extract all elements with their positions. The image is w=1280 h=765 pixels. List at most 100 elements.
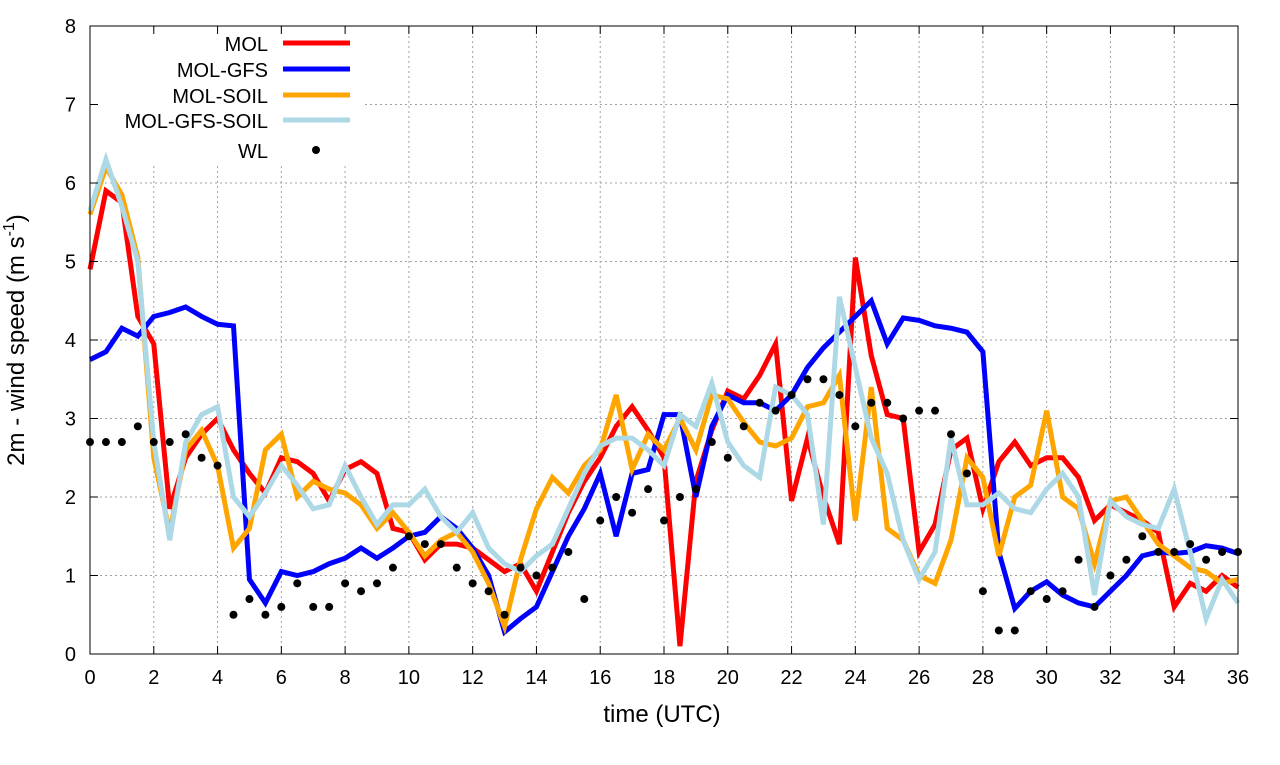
legend-label-mol: MOL bbox=[225, 34, 268, 56]
data-point-wl bbox=[883, 398, 892, 407]
data-point-wl bbox=[675, 493, 684, 501]
data-point-wl bbox=[803, 375, 812, 384]
data-point-wl bbox=[309, 602, 318, 611]
y-tick-label: 1 bbox=[65, 566, 76, 588]
x-tick-label: 18 bbox=[653, 667, 675, 689]
data-point-wl bbox=[516, 563, 525, 572]
data-point-wl bbox=[1138, 532, 1147, 541]
x-tick-label: 10 bbox=[398, 667, 420, 689]
data-point-wl bbox=[755, 398, 764, 407]
data-point-wl bbox=[420, 540, 429, 549]
series-line-mol-gfs-soil bbox=[87, 151, 1241, 627]
data-point-wl bbox=[165, 438, 174, 447]
data-point-wl bbox=[229, 610, 238, 619]
x-tick-label: 20 bbox=[717, 667, 739, 689]
x-axis-label: time (UTC) bbox=[603, 701, 720, 728]
legend-swatch-wl bbox=[312, 146, 320, 154]
data-point-wl bbox=[388, 563, 397, 572]
data-point-wl bbox=[293, 579, 302, 588]
data-point-wl bbox=[994, 626, 1003, 635]
y-tick-label: 3 bbox=[65, 409, 76, 431]
data-point-wl bbox=[819, 375, 828, 384]
y-tick-label: 8 bbox=[65, 16, 76, 38]
data-point-wl bbox=[596, 516, 605, 525]
series-layer bbox=[86, 151, 1242, 647]
data-point-wl bbox=[787, 390, 796, 399]
x-tick-label: 2 bbox=[148, 667, 159, 689]
data-point-wl bbox=[915, 406, 924, 415]
data-point-wl bbox=[404, 532, 413, 541]
grid bbox=[90, 26, 1238, 654]
data-point-wl bbox=[962, 469, 971, 478]
data-point-wl bbox=[373, 579, 381, 588]
data-point-wl bbox=[691, 485, 700, 494]
x-tick-label: 36 bbox=[1227, 667, 1249, 689]
data-point-wl bbox=[660, 516, 668, 525]
data-point-wl bbox=[978, 587, 987, 596]
data-point-wl bbox=[644, 485, 653, 494]
legend: MOL MOL-GFS MOL-SOIL MOL-GFS-SOIL WL bbox=[125, 34, 350, 163]
data-point-wl bbox=[101, 438, 110, 447]
series-line-mol-soil bbox=[87, 161, 1239, 636]
y-tick-label: 0 bbox=[65, 644, 76, 666]
x-tick-label: 28 bbox=[972, 667, 994, 689]
data-point-wl bbox=[1010, 626, 1019, 635]
x-tick-label: 8 bbox=[340, 667, 351, 689]
x-tick-label: 16 bbox=[589, 667, 611, 689]
x-tick-label: 34 bbox=[1163, 667, 1185, 689]
y-tick-label: 7 bbox=[65, 95, 76, 117]
data-point-wl bbox=[628, 508, 637, 517]
data-point-wl bbox=[277, 602, 286, 611]
data-point-wl bbox=[1154, 547, 1163, 556]
y-axis-label: 2m - wind speed (m s-1) bbox=[1, 214, 30, 466]
data-point-wl bbox=[564, 547, 573, 556]
x-tick-label: 14 bbox=[525, 667, 547, 689]
data-point-wl bbox=[484, 587, 493, 596]
data-point-wl bbox=[1186, 540, 1195, 549]
data-point-wl bbox=[1074, 555, 1083, 564]
data-point-wl bbox=[213, 461, 222, 470]
data-point-wl bbox=[197, 453, 206, 462]
data-point-wl bbox=[1106, 571, 1115, 580]
data-point-wl bbox=[1042, 595, 1051, 604]
data-point-wl bbox=[612, 493, 621, 501]
data-point-wl bbox=[500, 610, 509, 619]
data-point-wl bbox=[1218, 547, 1227, 556]
data-point-wl bbox=[548, 563, 557, 572]
legend-label-wl: WL bbox=[238, 141, 268, 163]
data-point-wl bbox=[723, 453, 732, 462]
data-point-wl bbox=[261, 610, 270, 619]
x-tick-label: 0 bbox=[84, 667, 95, 689]
legend-label-mol-gfs-soil: MOL-GFS-SOIL bbox=[125, 111, 268, 133]
x-tick-label: 4 bbox=[212, 667, 223, 689]
data-point-wl bbox=[867, 398, 876, 407]
y-tick-label: 4 bbox=[65, 330, 76, 352]
x-tick-label: 24 bbox=[844, 667, 866, 689]
data-point-wl bbox=[1026, 587, 1035, 596]
data-point-wl bbox=[245, 595, 254, 604]
data-point-wl bbox=[931, 406, 940, 415]
data-point-wl bbox=[707, 438, 716, 447]
data-point-wl bbox=[468, 579, 477, 588]
data-point-wl bbox=[1202, 555, 1211, 564]
data-point-wl bbox=[899, 414, 908, 423]
data-point-wl bbox=[771, 406, 780, 415]
data-point-wl bbox=[133, 422, 142, 431]
y-tick-label: 6 bbox=[65, 173, 76, 195]
data-point-wl bbox=[452, 563, 461, 572]
data-point-wl bbox=[851, 422, 860, 431]
data-point-wl bbox=[1058, 587, 1067, 596]
data-point-wl bbox=[1122, 555, 1131, 564]
x-tick-label: 22 bbox=[780, 667, 802, 689]
legend-label-mol-gfs: MOL-GFS bbox=[177, 60, 268, 82]
data-point-wl bbox=[149, 438, 158, 447]
data-point-wl bbox=[1170, 547, 1179, 556]
data-point-wl bbox=[357, 587, 366, 596]
data-point-wl bbox=[325, 602, 334, 611]
data-point-wl bbox=[1090, 602, 1099, 611]
x-tick-label: 32 bbox=[1099, 667, 1121, 689]
data-point-wl bbox=[181, 430, 190, 439]
legend-label-mol-soil: MOL-SOIL bbox=[172, 86, 268, 108]
y-tick-label: 5 bbox=[65, 252, 76, 274]
